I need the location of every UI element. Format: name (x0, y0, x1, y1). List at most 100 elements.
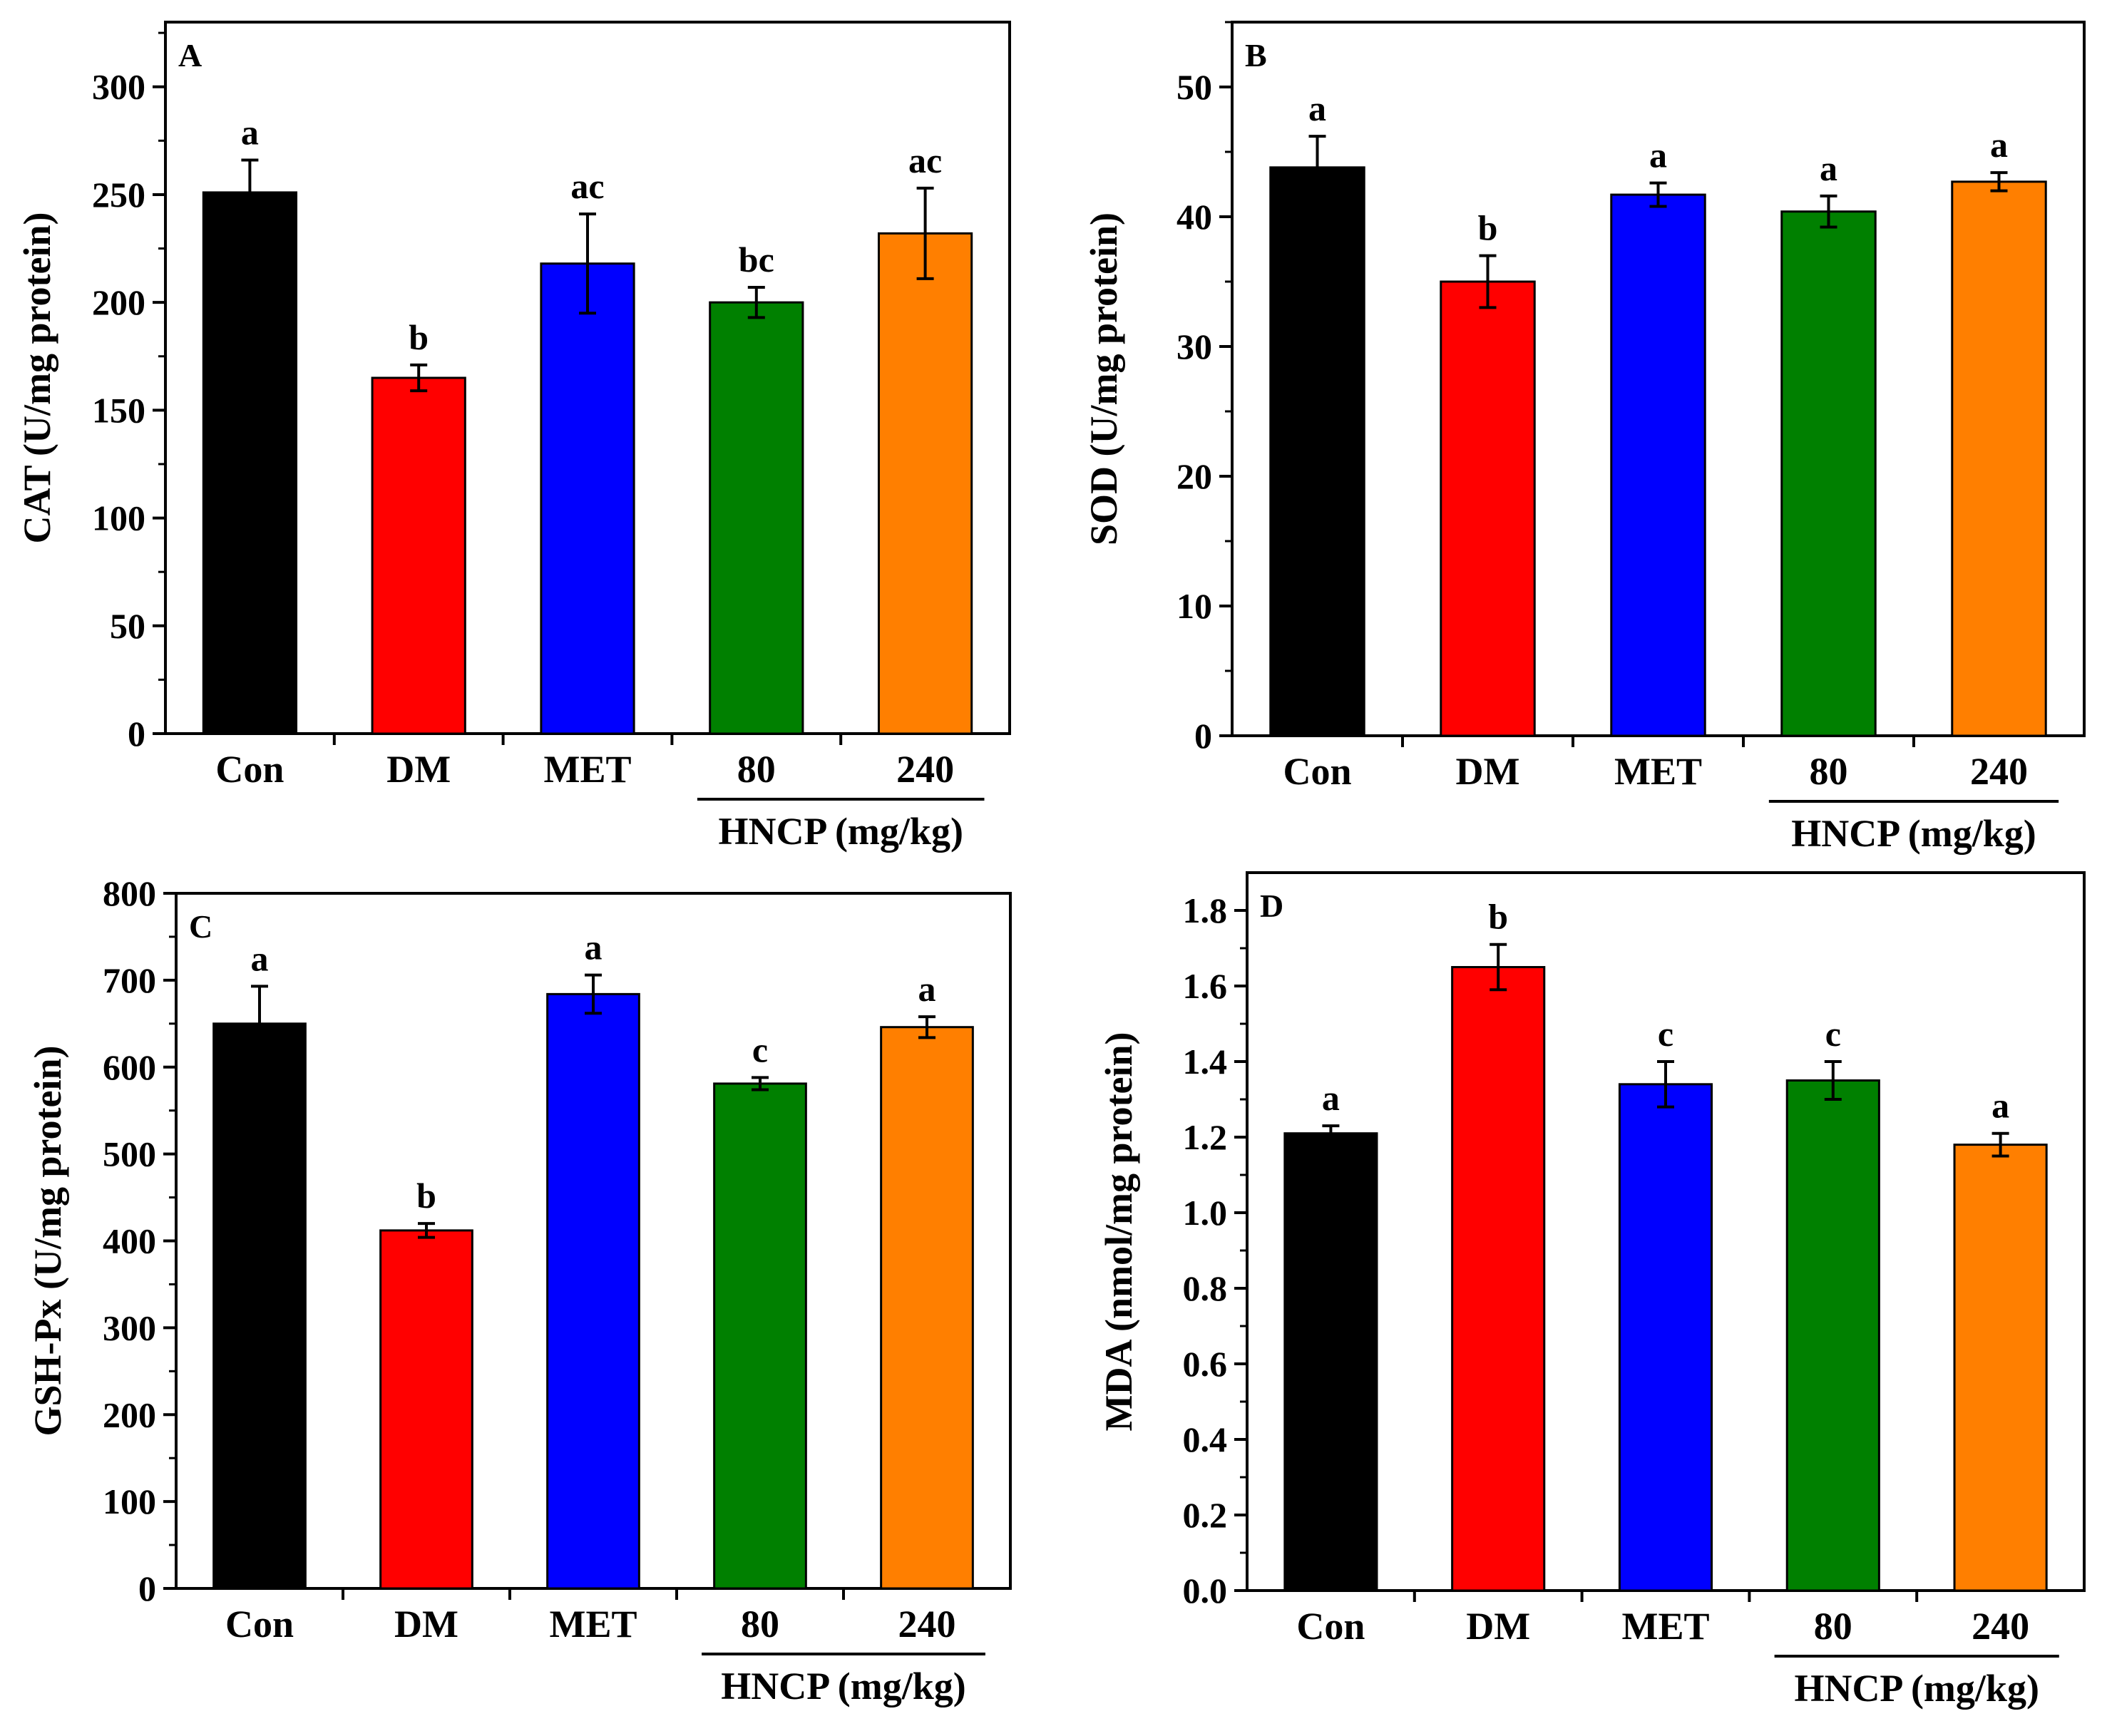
y-tick-label: 40 (1176, 197, 1212, 237)
y-tick-label: 50 (1176, 67, 1212, 107)
category-label: 80 (737, 748, 776, 791)
significance-label: b (416, 1176, 436, 1216)
bar-80 (1780, 210, 1877, 737)
y-tick-label: 250 (92, 175, 145, 215)
category-label: 80 (1810, 750, 1848, 793)
significance-label: b (1488, 897, 1508, 937)
y-tick-label: 20 (1176, 456, 1212, 496)
group-label: HNCP (mg/kg) (1791, 812, 2036, 855)
y-tick-label: 1.0 (1183, 1193, 1228, 1233)
bar-con (212, 1022, 307, 1590)
y-tick-label: 700 (103, 960, 156, 1000)
y-tick-label: 300 (103, 1308, 156, 1347)
y-tick-label: 600 (103, 1047, 156, 1087)
category-label: MET (549, 1603, 637, 1645)
bar-240 (1953, 1144, 2048, 1592)
category-label: DM (394, 1603, 458, 1645)
y-tick-label: 800 (103, 873, 156, 913)
category-label: Con (225, 1603, 294, 1645)
significance-label: a (251, 938, 269, 978)
bar-dm (1451, 966, 1546, 1592)
category-label: 240 (896, 748, 954, 791)
significance-label: a (918, 969, 936, 1009)
panel-letter: D (1260, 888, 1283, 924)
category-label: 240 (1970, 750, 2028, 793)
y-tick-label: 300 (92, 67, 145, 107)
y-axis-label: MDA (nmol/mg protein) (1097, 1032, 1140, 1432)
significance-label: a (1990, 125, 2008, 165)
y-tick-label: 100 (92, 498, 145, 538)
bar-80 (1785, 1079, 1880, 1592)
chart-panel-d: 0.0 0.2 0.4 0.6 0.8 1.0 1.2 1.4 1.6 1.8 a Con b DM c ME… (1097, 871, 2086, 1710)
bar-240 (1951, 180, 2047, 737)
chart-panel-b: 0 10 20 30 40 50 a Con b DM a MET a 80 a 240 HNCP (mg/kg… (1082, 21, 2086, 855)
y-tick-label: 0.4 (1183, 1419, 1228, 1459)
y-axis-label: GSH-Px (U/mg protein) (26, 1046, 69, 1437)
category-label: DM (386, 748, 451, 791)
significance-label: a (241, 113, 259, 153)
group-label: HNCP (mg/kg) (721, 1665, 966, 1707)
significance-label: a (1820, 148, 1837, 188)
y-tick-label: 10 (1176, 586, 1212, 626)
significance-label: b (409, 317, 429, 357)
bar-dm (379, 1229, 473, 1590)
category-label: 80 (1814, 1605, 1852, 1648)
bar-con (1283, 1132, 1378, 1592)
significance-label: ac (570, 166, 604, 206)
category-label: MET (1614, 750, 1702, 793)
chart-panel-c: 0 100 200 300 400 500 600 700 800 a Con b DM a MET c 80 a… (26, 873, 1012, 1707)
bar-met (1618, 1083, 1713, 1592)
bar-dm (371, 376, 466, 735)
bar-240 (880, 1026, 974, 1590)
significance-label: a (1322, 1078, 1340, 1118)
category-label: 240 (1972, 1605, 2029, 1648)
category-label: Con (215, 748, 284, 791)
category-label: DM (1456, 750, 1520, 793)
category-label: Con (1296, 1605, 1365, 1648)
bar-met (540, 262, 635, 735)
significance-label: b (1478, 208, 1498, 248)
y-tick-label: 0.2 (1183, 1495, 1228, 1535)
panel-letter: B (1245, 37, 1267, 73)
panel-letter: C (189, 908, 212, 945)
bar-240 (877, 232, 973, 735)
bar-met (1610, 193, 1706, 737)
y-tick-label: 0 (138, 1568, 156, 1608)
y-tick-label: 400 (103, 1221, 156, 1261)
y-tick-label: 1.4 (1183, 1042, 1228, 1082)
significance-label: bc (739, 240, 774, 279)
group-label: HNCP (mg/kg) (718, 810, 963, 853)
bar-dm (1440, 280, 1536, 737)
y-tick-label: 0 (128, 714, 145, 754)
category-label: Con (1283, 750, 1351, 793)
bar-80 (713, 1082, 807, 1590)
bar-con (202, 191, 298, 735)
bar-con (1269, 166, 1365, 737)
y-tick-label: 100 (103, 1481, 156, 1521)
bar-80 (709, 301, 804, 735)
y-tick-label: 200 (92, 282, 145, 322)
category-label: MET (543, 748, 631, 791)
chart-panel-a: 0 50 100 150 200 250 300 a Con b DM ac MET bc 80 ac 240 H… (16, 21, 1011, 853)
y-tick-label: 150 (92, 390, 145, 430)
bar-met (546, 992, 640, 1590)
significance-label: c (1825, 1014, 1841, 1054)
y-tick-label: 500 (103, 1134, 156, 1174)
y-axis-label: SOD (U/mg protein) (1082, 212, 1125, 545)
y-tick-label: 30 (1176, 327, 1212, 366)
significance-label: a (585, 928, 603, 967)
panel-letter: A (178, 37, 202, 73)
y-axis-label: CAT (U/mg protein) (16, 212, 58, 544)
significance-label: a (1991, 1086, 2009, 1126)
significance-label: c (752, 1029, 768, 1069)
y-tick-label: 1.6 (1183, 966, 1228, 1006)
category-label: 240 (898, 1603, 956, 1645)
category-label: DM (1466, 1605, 1530, 1648)
y-tick-label: 0.0 (1183, 1571, 1228, 1611)
group-label: HNCP (mg/kg) (1794, 1667, 2039, 1710)
y-tick-label: 0.8 (1183, 1268, 1228, 1308)
y-tick-label: 1.8 (1183, 890, 1228, 930)
y-tick-label: 1.2 (1183, 1117, 1228, 1157)
category-label: 80 (741, 1603, 779, 1645)
